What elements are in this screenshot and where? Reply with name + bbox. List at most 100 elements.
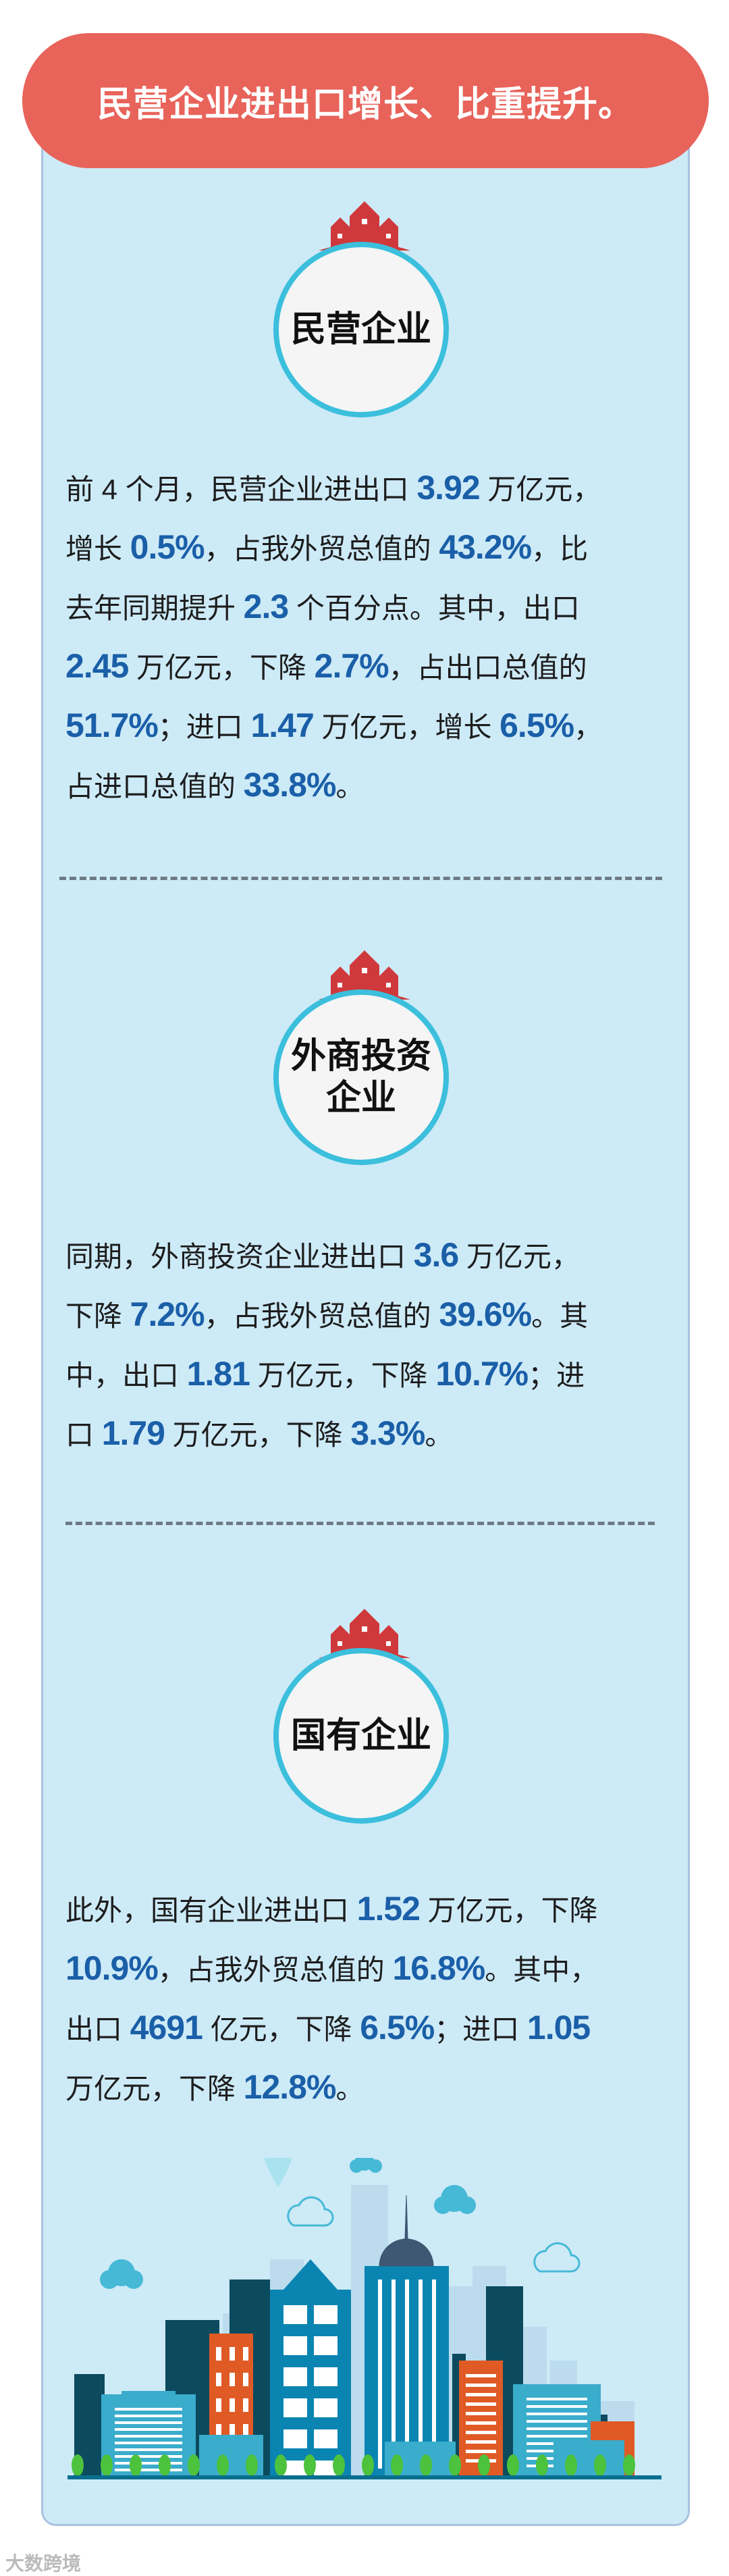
building-shape [466, 2384, 496, 2387]
text-line: 前 4 个月，民营企业进出口 3.92 万亿元， [65, 458, 673, 517]
building-shape [418, 2279, 423, 2469]
highlight-number: 1.47 [250, 706, 314, 744]
divider [65, 1522, 655, 1525]
building-shape [314, 2336, 338, 2355]
text-segment: 万亿元， [458, 1241, 580, 1272]
building-shape [466, 2440, 496, 2444]
building-shape [432, 2279, 436, 2469]
text-segment: 万亿元，下降 [165, 1419, 351, 1451]
highlight-number: 1.52 [356, 1890, 421, 1928]
text-segment: ；进口 [434, 2013, 527, 2045]
highlight-number: 1.79 [101, 1414, 165, 1452]
highlight-number: 1.05 [526, 2009, 591, 2046]
building-shape [526, 2427, 587, 2430]
text-line: 去年同期提升 2.3 个百分点。其中，出口 [65, 577, 673, 636]
text-segment: 万亿元，下降 [128, 652, 315, 684]
building-shape [526, 2398, 587, 2400]
text-segment: 亿元，下降 [202, 2013, 360, 2045]
text-segment: 。 [335, 2073, 364, 2105]
tree-shape [159, 2454, 171, 2476]
highlight-number: 7.2% [130, 1295, 205, 1333]
text-line: 中，出口 1.81 万亿元，下降 10.7%；进 [65, 1344, 673, 1403]
building-shape [230, 2347, 235, 2361]
building-shape [115, 2408, 182, 2411]
building-shape [466, 2412, 496, 2415]
building-shape [122, 2391, 176, 2398]
tree-shape [420, 2454, 432, 2476]
highlight-number: 51.7% [65, 706, 159, 744]
text-segment: ，占我外贸总值的 [157, 1954, 393, 1986]
text-segment: 前 4 个月，民营企业进出口 [65, 473, 417, 505]
tree-shape [594, 2454, 606, 2476]
building-shape [230, 2398, 235, 2412]
highlight-number: 43.2% [439, 528, 532, 566]
highlight-number: 2.7% [314, 647, 389, 685]
tree-shape [246, 2454, 258, 2476]
text-line: 此外，国有企业进出口 1.52 万亿元，下降 [65, 1879, 673, 1938]
text-segment: ，占我外贸总值的 [204, 1300, 439, 1332]
text-line: 51.7%；进口 1.47 万亿元，增长 6.5%， [65, 696, 673, 755]
building-shape [115, 2469, 182, 2471]
building-shape [405, 2279, 409, 2469]
text-segment: 万亿元，下降 [65, 2073, 244, 2105]
building-shape [243, 2347, 248, 2361]
highlight-number: 16.8% [392, 1949, 485, 1987]
text-segment: 中，出口 [65, 1360, 187, 1391]
building-shape [216, 2373, 221, 2386]
building-shape [284, 2367, 307, 2386]
text-line: 出口 4691 亿元，下降 6.5%；进口 1.05 [65, 1998, 673, 2057]
building-shape [526, 2435, 587, 2438]
badge-label: 民营企业 [290, 310, 431, 349]
building-shape [115, 2421, 182, 2424]
building-shape [115, 2462, 182, 2465]
tree-shape [623, 2454, 635, 2476]
text-segment: ，占出口总值的 [388, 652, 587, 684]
highlight-number: 12.8% [243, 2068, 337, 2106]
building-shape [115, 2442, 182, 2444]
highlight-number: 2.3 [243, 588, 290, 625]
tree-shape [188, 2454, 200, 2476]
highlight-number: 2.45 [65, 647, 129, 685]
tree-shape [565, 2454, 577, 2476]
building-shape [115, 2415, 182, 2417]
building-shape [216, 2347, 221, 2361]
building-shape [115, 2428, 182, 2431]
text-segment: 。其 [531, 1300, 589, 1332]
text-line: 占进口总值的 33.8%。 [65, 755, 673, 815]
text-segment: ；进 [528, 1360, 585, 1391]
building-dome [379, 2194, 434, 2267]
highlight-number: 33.8% [243, 766, 337, 804]
building-shape [466, 2431, 496, 2434]
text-segment: 万亿元，下降 [420, 1895, 598, 1926]
building-shape [314, 2305, 338, 2324]
building-shape [466, 2393, 496, 2396]
highlight-number: 10.9% [65, 1949, 159, 1987]
tree-shape [391, 2454, 403, 2476]
building-shape [526, 2420, 587, 2423]
text-segment: 个百分点。其中，出口 [288, 592, 580, 624]
location-pin-icon [264, 2158, 292, 2187]
text-line: 口 1.79 万亿元，下降 3.3%。 [65, 1403, 673, 1463]
paragraph-state-owned-enterprise: 此外，国有企业进出口 1.52 万亿元，下降 10.9%，占我外贸总值的 16.8… [65, 1879, 673, 2117]
text-line: 下降 7.2%，占我外贸总值的 39.6%。其 [65, 1285, 673, 1344]
building-shape [284, 2259, 338, 2290]
text-segment: ；进口 [157, 711, 251, 743]
text-segment: 万亿元， [479, 473, 601, 505]
building-shape [314, 2367, 338, 2386]
text-line: 10.9%，占我外贸总值的 16.8%。其中， [65, 1938, 673, 1998]
text-segment: 占进口总值的 [65, 771, 244, 802]
building-shape [466, 2421, 496, 2425]
divider [59, 877, 662, 880]
tree-shape [72, 2454, 84, 2476]
building-shape [243, 2373, 248, 2386]
building-shape [230, 2424, 235, 2438]
highlight-number: 3.92 [416, 469, 480, 507]
building-shape [115, 2448, 182, 2451]
text-segment: 。 [425, 1419, 454, 1451]
highlight-number: 6.5% [500, 706, 574, 744]
highlight-number: 10.7% [435, 1355, 529, 1393]
building-shape [115, 2435, 182, 2438]
tree-shape [536, 2454, 548, 2476]
building-shape [243, 2398, 248, 2412]
text-segment: 出口 [65, 2013, 130, 2045]
